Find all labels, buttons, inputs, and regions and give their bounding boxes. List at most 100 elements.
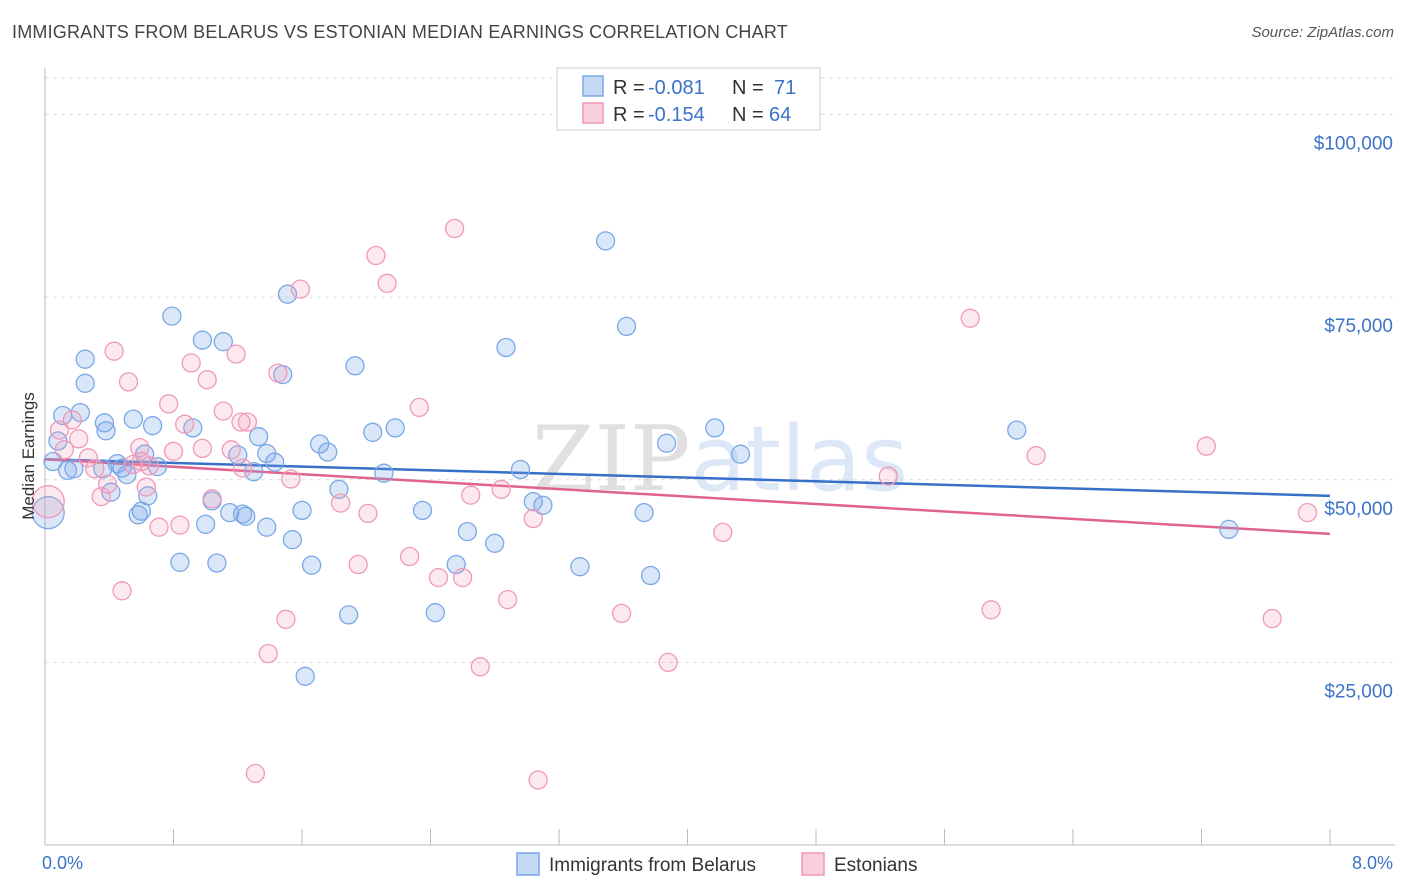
data-point [658, 652, 678, 673]
data-point [366, 245, 386, 266]
data-point [257, 517, 277, 537]
legend: R = -0.081 N = 71 R = -0.154 N = 64 [556, 67, 821, 131]
data-point [510, 459, 531, 480]
y-tick-label: $50,000 [1324, 499, 1393, 520]
data-point [213, 332, 233, 352]
legend-n-value-belarus: 71 [774, 77, 796, 99]
data-point [49, 420, 70, 440]
chart-title: IMMIGRANTS FROM BELARUS VS ESTONIAN MEDI… [12, 22, 788, 42]
data-point [281, 469, 301, 489]
y-tick-label: $75,000 [1324, 316, 1393, 337]
data-point [118, 372, 139, 392]
data-point [399, 546, 420, 567]
data-point [207, 553, 227, 573]
data-point [301, 555, 322, 575]
data-point [265, 452, 285, 472]
data-point [1262, 608, 1282, 629]
data-point [43, 451, 63, 472]
data-point [54, 440, 74, 460]
data-point [640, 565, 661, 586]
data-point [123, 409, 143, 429]
data-point [85, 459, 105, 479]
bottom-legend-label-belarus: Immigrants from Belarus [549, 855, 756, 876]
data-point [128, 505, 148, 525]
legend-swatch-estonians [582, 102, 604, 124]
legend-n-label-estonians: N = [732, 104, 764, 126]
data-point [258, 643, 278, 664]
data-point [181, 353, 201, 373]
data-point [268, 363, 288, 383]
chart-source: Source: ZipAtlas.com [1251, 24, 1394, 41]
y-axis-title: Median Earnings [19, 392, 38, 520]
trend-layer [44, 458, 1331, 536]
data-point [330, 493, 351, 513]
data-point [232, 458, 253, 478]
data-point [496, 337, 516, 358]
data-point [611, 603, 632, 624]
data-point [981, 600, 1001, 620]
data-point [533, 495, 553, 515]
data-point [318, 442, 338, 462]
data-point [348, 554, 368, 575]
data-point [231, 412, 251, 432]
grid-layer [45, 77, 1395, 663]
data-point [248, 427, 269, 447]
x-tick-label-min: 0.0% [42, 853, 83, 873]
data-point [656, 433, 677, 453]
data-point [142, 416, 163, 436]
data-point [497, 589, 518, 610]
data-point [491, 479, 511, 499]
bottom-legend-swatch-belarus [516, 852, 540, 876]
trend-line-belarus [44, 458, 1331, 498]
data-point [444, 218, 465, 239]
data-point [112, 581, 132, 601]
data-point [374, 463, 394, 483]
data-point [409, 397, 429, 418]
data-point [292, 500, 312, 521]
data-point [237, 412, 258, 432]
data-point [960, 308, 980, 328]
data-point [64, 459, 84, 479]
y-tick-label: $100,000 [1314, 134, 1393, 155]
x-tick-labels: 0.0% 8.0% [42, 853, 1393, 873]
data-point [213, 401, 233, 421]
data-point [131, 451, 152, 472]
bottom-legend-swatch-estonians [801, 852, 825, 876]
data-point [70, 402, 90, 423]
data-point [69, 429, 89, 449]
data-point [470, 657, 490, 677]
x-tick-label-max: 8.0% [1352, 853, 1393, 873]
data-point [57, 460, 78, 480]
y-tick-labels: $25,000 $50,000 $75,000 $100,000 [1314, 134, 1393, 703]
data-point [616, 316, 637, 337]
bottom-legend-label-estonians: Estonians [834, 855, 917, 876]
data-point [93, 459, 113, 479]
data-point [425, 603, 445, 623]
data-point [97, 474, 118, 494]
data-point [1297, 502, 1318, 523]
data-point [192, 330, 213, 350]
data-point [170, 552, 190, 572]
data-point [634, 502, 654, 523]
data-point [523, 508, 543, 529]
data-point [78, 448, 99, 468]
data-point [195, 514, 216, 534]
data-point [221, 440, 241, 460]
data-point [329, 479, 349, 499]
data-point [1219, 519, 1239, 540]
data-point [232, 504, 253, 524]
data-point [136, 477, 156, 497]
data-point [412, 500, 433, 521]
data-point [91, 486, 111, 507]
data-point [94, 413, 115, 433]
data-point [485, 533, 505, 553]
legend-r-value-belarus: -0.081 [648, 77, 705, 99]
data-point [595, 231, 616, 251]
y-tick-label: $25,000 [1324, 681, 1393, 702]
data-point [363, 422, 383, 442]
data-point [62, 410, 82, 430]
data-point [31, 495, 65, 530]
legend-n-label-belarus: N = [732, 77, 764, 99]
data-point [1007, 420, 1027, 440]
data-point [104, 341, 124, 361]
